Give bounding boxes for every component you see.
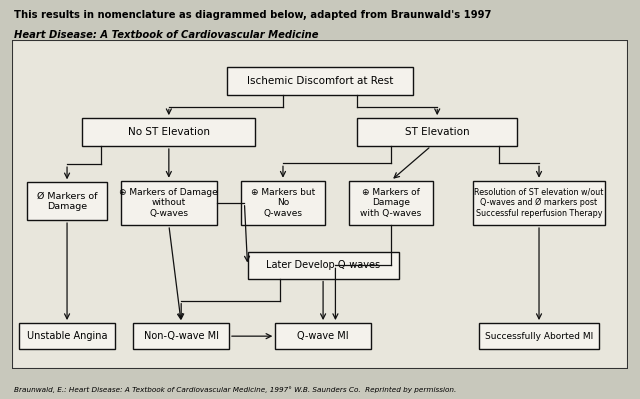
Text: This results in nomenclature as diagrammed below, adapted from Braunwald's 1997: This results in nomenclature as diagramm… xyxy=(14,10,492,20)
Text: No ST Elevation: No ST Elevation xyxy=(128,127,210,137)
Bar xyxy=(27,182,107,220)
Text: Unstable Angina: Unstable Angina xyxy=(27,331,108,341)
Text: ⊕ Markers of Damage
without
Q-waves: ⊕ Markers of Damage without Q-waves xyxy=(120,188,218,218)
Bar xyxy=(349,181,433,225)
Text: ST Elevation: ST Elevation xyxy=(405,127,470,137)
Bar xyxy=(227,67,413,95)
Text: Resolution of ST elevation w/out
Q-waves and Ø markers post
Successful reperfusi: Resolution of ST elevation w/out Q-waves… xyxy=(474,188,604,218)
Bar xyxy=(19,323,115,350)
Text: Ø Markers of
Damage: Ø Markers of Damage xyxy=(36,192,97,211)
Text: Q-wave MI: Q-wave MI xyxy=(297,331,349,341)
Bar xyxy=(83,118,255,146)
Bar xyxy=(121,181,217,225)
Text: Ischemic Discomfort at Rest: Ischemic Discomfort at Rest xyxy=(247,76,393,86)
Text: Successfully Aborted MI: Successfully Aborted MI xyxy=(485,332,593,341)
Bar xyxy=(241,181,324,225)
Bar xyxy=(275,323,371,350)
Text: Non-Q-wave MI: Non-Q-wave MI xyxy=(144,331,219,341)
Bar xyxy=(473,181,605,225)
Text: Braunwald, E.: Heart Disease: A Textbook of Cardiovascular Medicine, 1997° W.B. : Braunwald, E.: Heart Disease: A Textbook… xyxy=(14,386,456,393)
Text: Heart Disease: A Textbook of Cardiovascular Medicine: Heart Disease: A Textbook of Cardiovascu… xyxy=(14,30,319,40)
Text: Later Develop Q-waves: Later Develop Q-waves xyxy=(266,261,380,271)
Bar xyxy=(133,323,229,350)
Text: ⊕ Markers of
Damage
with Q-waves: ⊕ Markers of Damage with Q-waves xyxy=(360,188,422,218)
Bar xyxy=(479,323,599,350)
Bar xyxy=(357,118,517,146)
Bar xyxy=(248,252,399,279)
Text: ⊕ Markers but
No
Q-waves: ⊕ Markers but No Q-waves xyxy=(251,188,315,218)
